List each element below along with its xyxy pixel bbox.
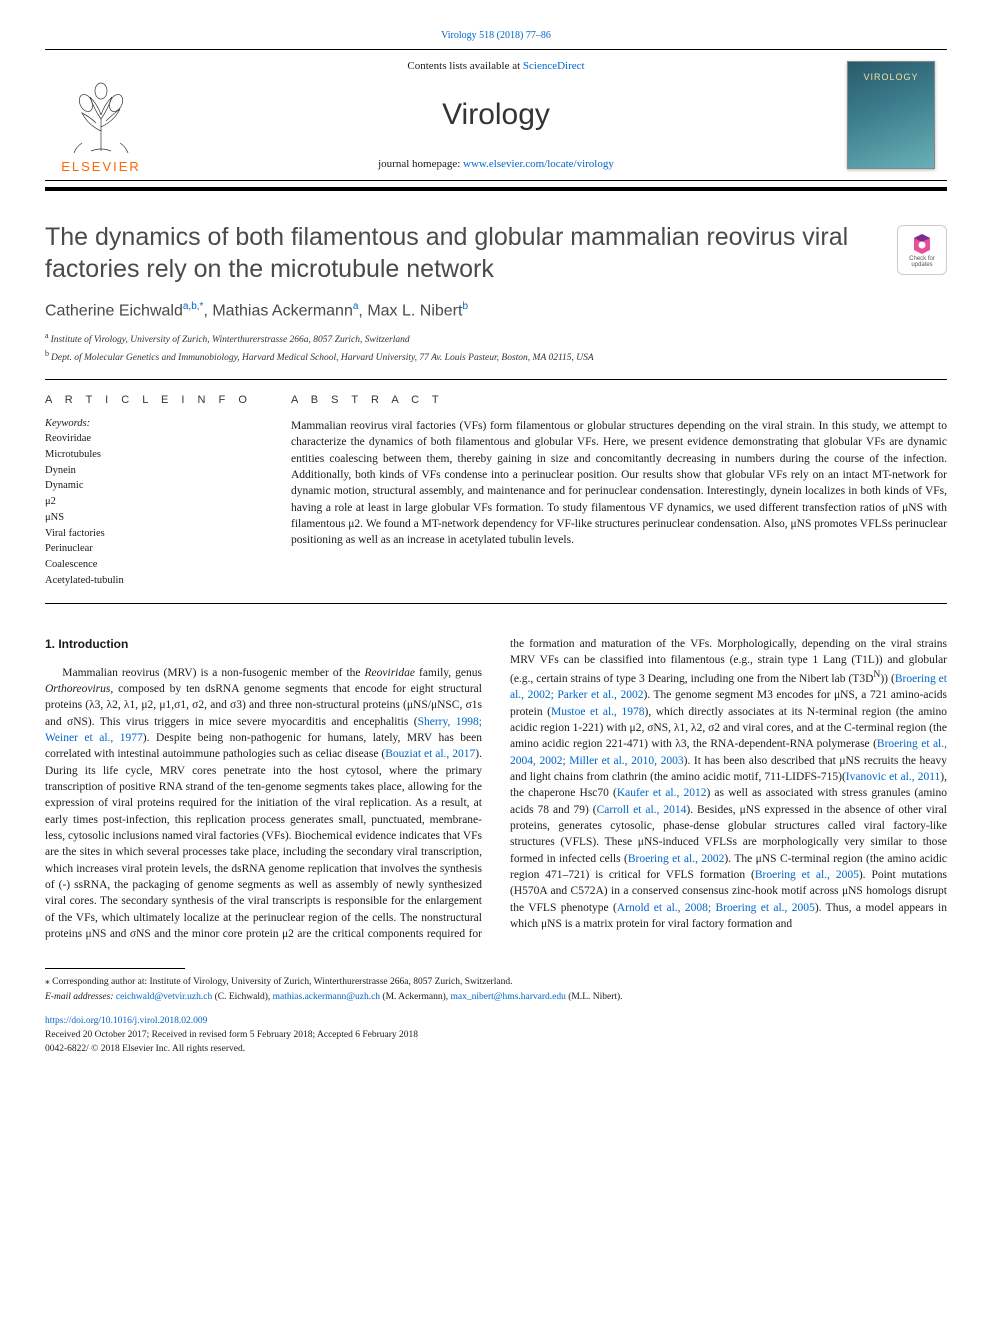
affil-ref-link[interactable]: b bbox=[191, 301, 197, 312]
t: ). During its life cycle, MRV cores pene… bbox=[45, 748, 482, 940]
author-email-link[interactable]: ceichwald@vetvir.uzh.ch bbox=[116, 992, 212, 1002]
history-line: Received 20 October 2017; Received in re… bbox=[45, 1028, 947, 1042]
contents-pre: Contents lists available at bbox=[407, 60, 522, 72]
affiliations: a Institute of Virology, University of Z… bbox=[45, 330, 947, 365]
email-label: E-mail addresses: bbox=[45, 992, 116, 1002]
rule-below-abstract bbox=[45, 603, 947, 604]
journal-homepage-line: journal homepage: www.elsevier.com/locat… bbox=[378, 158, 614, 170]
keyword: μ2 bbox=[45, 494, 255, 510]
cover-title: VIROLOGY bbox=[848, 72, 934, 82]
abstract-col: A B S T R A C T Mammalian reovirus viral… bbox=[291, 394, 947, 589]
affil-sup: b bbox=[45, 349, 51, 358]
keyword: Acetylated-tubulin bbox=[45, 573, 255, 589]
author-list: Catherine Eichwalda,b,*, Mathias Ackerma… bbox=[45, 301, 947, 320]
author: Catherine Eichwald bbox=[45, 302, 183, 319]
keyword: Reoviridae bbox=[45, 431, 255, 447]
email-who: (M. Ackermann), bbox=[380, 992, 450, 1002]
citation-link[interactable]: Arnold et al., 2008; Broering et al., 20… bbox=[617, 902, 815, 914]
keyword: Perinuclear bbox=[45, 541, 255, 557]
citation-link[interactable]: Broering et al., 2005 bbox=[755, 869, 859, 881]
journal-homepage-link[interactable]: www.elsevier.com/locate/virology bbox=[463, 158, 614, 170]
citation-link[interactable]: Ivanovic et al., 2011 bbox=[846, 771, 941, 783]
affil-ref-link[interactable]: b bbox=[462, 301, 468, 312]
abstract-text: Mammalian reovirus viral factories (VFs)… bbox=[291, 418, 947, 549]
introduction-heading: 1. Introduction bbox=[45, 636, 482, 653]
doi-block: https://doi.org/10.1016/j.virol.2018.02.… bbox=[45, 1014, 947, 1057]
affil-sup: a bbox=[45, 331, 51, 340]
publisher-wordmark: ELSEVIER bbox=[61, 159, 141, 174]
rule-above-info bbox=[45, 379, 947, 380]
email-who: (C. Eichwald), bbox=[212, 992, 272, 1002]
article-info-head: A R T I C L E I N F O bbox=[45, 394, 255, 406]
keyword: Dynein bbox=[45, 463, 255, 479]
author: Mathias Ackermann bbox=[212, 302, 353, 319]
check-for-updates-badge[interactable]: Check for updates bbox=[897, 225, 947, 275]
elsevier-tree-icon bbox=[66, 79, 136, 157]
keyword: Dynamic bbox=[45, 478, 255, 494]
journal-cover-thumb: VIROLOGY bbox=[847, 61, 935, 169]
article-title: The dynamics of both filamentous and glo… bbox=[45, 221, 877, 285]
intro-paragraph: Mammalian reovirus (MRV) is a non-fusoge… bbox=[45, 636, 947, 943]
updates-label-2: updates bbox=[911, 262, 932, 268]
journal-issue-ref: Virology 518 (2018) 77–86 bbox=[45, 30, 947, 41]
author-affil-sup: a bbox=[353, 301, 359, 312]
footnote-rule bbox=[45, 968, 185, 969]
journal-cover-block: VIROLOGY bbox=[835, 50, 947, 180]
masthead-bottom-rule bbox=[45, 187, 947, 191]
keyword: Coalescence bbox=[45, 557, 255, 573]
citation-link[interactable]: Broering et al., 2002 bbox=[628, 853, 725, 865]
body-two-columns: 1. Introduction Mammalian reovirus (MRV)… bbox=[45, 636, 947, 943]
updates-mark-icon bbox=[910, 232, 934, 256]
keyword: Viral factories bbox=[45, 526, 255, 542]
taxon: Orthoreovirus, bbox=[45, 683, 113, 695]
keyword: μNS bbox=[45, 510, 255, 526]
contents-lists-line: Contents lists available at ScienceDirec… bbox=[407, 60, 584, 72]
footnotes: ⁎ Corresponding author at: Institute of … bbox=[45, 975, 947, 1004]
affil-ref-link[interactable]: a bbox=[183, 301, 189, 312]
keywords-list: ReoviridaeMicrotubulesDyneinDynamicμ2μNS… bbox=[45, 431, 255, 589]
email-line: E-mail addresses: ceichwald@vetvir.uzh.c… bbox=[45, 990, 947, 1004]
citation-link[interactable]: Kaufer et al., 2012 bbox=[617, 787, 707, 799]
doi-link[interactable]: https://doi.org/10.1016/j.virol.2018.02.… bbox=[45, 1016, 207, 1026]
citation-link[interactable]: Carroll et al., 2014 bbox=[597, 804, 687, 816]
article-info-col: A R T I C L E I N F O Keywords: Reovirid… bbox=[45, 394, 255, 589]
keywords-label: Keywords: bbox=[45, 418, 255, 429]
abstract-head: A B S T R A C T bbox=[291, 394, 947, 406]
affil-ref-link[interactable]: a bbox=[353, 301, 359, 312]
author-affil-sup: a,b,* bbox=[183, 301, 204, 312]
email-who: (M.L. Nibert). bbox=[566, 992, 623, 1002]
sciencedirect-link[interactable]: ScienceDirect bbox=[523, 60, 585, 72]
keyword: Microtubules bbox=[45, 447, 255, 463]
t: Mammalian reovirus (MRV) is a non-fusoge… bbox=[62, 667, 364, 679]
t: )) ( bbox=[880, 673, 895, 685]
citation-link[interactable]: Mustoe et al., 1978 bbox=[551, 706, 645, 718]
homepage-pre: journal homepage: bbox=[378, 158, 463, 170]
author-email-link[interactable]: max_nibert@hms.harvard.edu bbox=[451, 992, 566, 1002]
affil-ref-link[interactable]: * bbox=[200, 301, 204, 312]
masthead: ELSEVIER Contents lists available at Sci… bbox=[45, 49, 947, 181]
masthead-center: Contents lists available at ScienceDirec… bbox=[157, 50, 835, 180]
affiliation: a Institute of Virology, University of Z… bbox=[45, 330, 947, 347]
author: Max L. Nibert bbox=[367, 302, 462, 319]
corresponding-author-note: ⁎ Corresponding author at: Institute of … bbox=[45, 975, 947, 989]
author-email-link[interactable]: mathias.ackermann@uzh.ch bbox=[273, 992, 380, 1002]
taxon: Reoviridae bbox=[365, 667, 415, 679]
publisher-logo-block: ELSEVIER bbox=[45, 50, 157, 180]
author-affil-sup: b bbox=[462, 301, 468, 312]
citation-link[interactable]: Bouziat et al., 2017 bbox=[385, 748, 475, 760]
t: family, genus bbox=[415, 667, 482, 679]
journal-name: Virology bbox=[442, 98, 550, 132]
copyright-line: 0042-6822/ © 2018 Elsevier Inc. All righ… bbox=[45, 1042, 947, 1056]
affiliation: b Dept. of Molecular Genetics and Immuno… bbox=[45, 348, 947, 365]
